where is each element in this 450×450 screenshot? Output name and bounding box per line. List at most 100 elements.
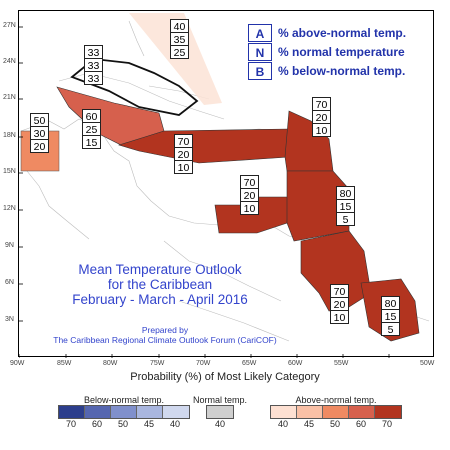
region-cuba bbox=[70, 58, 199, 116]
legend-above-label: Above-normal temp. bbox=[295, 395, 377, 405]
tick-below-70: 70 bbox=[65, 419, 76, 429]
prob-above: 80 bbox=[336, 186, 355, 200]
tick-above-50: 50 bbox=[329, 419, 340, 429]
prob-below: 33 bbox=[84, 71, 103, 85]
tick-above-45: 45 bbox=[303, 419, 314, 429]
prob-normal: 20 bbox=[240, 188, 259, 202]
lat-label-12n: 12N bbox=[3, 205, 16, 212]
prob-box-belize: 50 30 20 bbox=[30, 113, 49, 153]
prob-below: 10 bbox=[330, 310, 349, 324]
lat-label-6n: 6N bbox=[5, 279, 14, 286]
prob-normal: 30 bbox=[30, 126, 49, 140]
map-credit: Prepared by The Caribbean Regional Clima… bbox=[30, 325, 300, 345]
lon-label-50w: 50W bbox=[420, 360, 435, 367]
prob-box-bahamas-north: 40 35 25 bbox=[170, 19, 189, 59]
lon-label-65w: 65W bbox=[242, 360, 257, 367]
lon-label-55w: 55W bbox=[334, 360, 349, 367]
tick-below-60: 60 bbox=[91, 419, 102, 429]
axis-ticks bbox=[19, 26, 390, 358]
lon-label-90w: 90W bbox=[10, 360, 25, 367]
prob-below: 5 bbox=[381, 322, 400, 336]
prob-above: 70 bbox=[312, 97, 331, 111]
swatch-above-70 bbox=[375, 406, 401, 418]
prob-below: 10 bbox=[174, 160, 193, 174]
map-title: Mean Temperature Outlook for the Caribbe… bbox=[40, 262, 280, 307]
swatch-below-40 bbox=[163, 406, 189, 418]
prob-above: 60 bbox=[82, 109, 101, 123]
region-bahamas-north bbox=[129, 13, 222, 105]
lat-label-18n: 18N bbox=[3, 132, 16, 139]
prob-below: 15 bbox=[82, 135, 101, 149]
lat-label-27n: 27N bbox=[3, 22, 16, 29]
tick-normal-40: 40 bbox=[214, 419, 225, 429]
lon-label-75w: 75W bbox=[150, 360, 165, 367]
legend-above-normal: Above-normal temp. 40 45 50 60 70 bbox=[270, 395, 402, 429]
map-frame bbox=[18, 10, 434, 358]
key-letter-b: B bbox=[248, 62, 272, 80]
prob-above: 50 bbox=[30, 113, 49, 127]
legend-normal-label: Normal temp. bbox=[193, 395, 248, 405]
prob-normal: 20 bbox=[330, 297, 349, 311]
prob-below: 20 bbox=[30, 139, 49, 153]
prob-box-suriname-fg: 80 15 5 bbox=[381, 296, 400, 336]
prob-above: 40 bbox=[170, 19, 189, 33]
prob-below: 25 bbox=[170, 45, 189, 59]
prob-normal: 35 bbox=[170, 32, 189, 46]
prob-normal: 20 bbox=[312, 110, 331, 124]
region-guianas bbox=[300, 230, 372, 312]
lon-label-70w: 70W bbox=[196, 360, 211, 367]
key-row-above: A % above-normal temp. bbox=[248, 24, 406, 42]
swatch-above-45 bbox=[297, 406, 323, 418]
lon-label-80w: 80W bbox=[103, 360, 118, 367]
legend-normal-ticks: 40 bbox=[193, 419, 247, 429]
swatch-above-60 bbox=[349, 406, 375, 418]
caribbean-map bbox=[19, 13, 430, 358]
legend-above-swatches bbox=[270, 405, 402, 419]
prob-box-caribbean-sea: 70 20 10 bbox=[240, 175, 259, 215]
map-title-line1: Mean Temperature Outlook bbox=[78, 262, 242, 277]
prob-box-cuba: 33 33 33 bbox=[84, 45, 103, 85]
prob-above: 80 bbox=[381, 296, 400, 310]
tick-above-40: 40 bbox=[277, 419, 288, 429]
lat-label-24n: 24N bbox=[3, 58, 16, 65]
prob-above: 70 bbox=[240, 175, 259, 189]
lat-label-9n: 9N bbox=[5, 242, 14, 249]
lat-label-3n: 3N bbox=[5, 316, 14, 323]
swatch-below-60 bbox=[85, 406, 111, 418]
lat-label-21n: 21N bbox=[3, 94, 16, 101]
credit-line2: The Caribbean Regional Climate Outlook F… bbox=[53, 335, 277, 345]
key-text-above: % above-normal temp. bbox=[278, 26, 407, 40]
prob-box-jamaica-cayman: 60 25 15 bbox=[82, 109, 101, 149]
swatch-below-45 bbox=[137, 406, 163, 418]
prob-below: 10 bbox=[312, 123, 331, 137]
lon-label-60w: 60W bbox=[288, 360, 303, 367]
key-letter-a: A bbox=[248, 24, 272, 42]
prob-normal: 25 bbox=[82, 122, 101, 136]
prob-above: 70 bbox=[174, 134, 193, 148]
prob-normal: 15 bbox=[336, 199, 355, 213]
key-text-below: % below-normal temp. bbox=[278, 64, 406, 78]
prob-normal: 33 bbox=[84, 58, 103, 72]
key-letter-n: N bbox=[248, 43, 272, 61]
credit-line1: Prepared by bbox=[141, 325, 189, 335]
lat-label-15n: 15N bbox=[3, 168, 16, 175]
prob-box-windward-barbados: 80 15 5 bbox=[336, 186, 355, 226]
key-text-normal: % normal temperature bbox=[278, 45, 405, 59]
swatch-below-50 bbox=[111, 406, 137, 418]
tick-below-45: 45 bbox=[143, 419, 154, 429]
tick-above-60: 60 bbox=[355, 419, 366, 429]
prob-box-guianas: 70 20 10 bbox=[330, 284, 349, 324]
map-title-line3: February - March - April 2016 bbox=[72, 292, 248, 307]
key-row-below: B % below-normal temp. bbox=[248, 62, 405, 80]
prob-box-leeward-islands: 70 20 10 bbox=[312, 97, 331, 137]
swatch-normal-40 bbox=[207, 406, 233, 418]
tick-below-50: 50 bbox=[117, 419, 128, 429]
tick-below-40: 40 bbox=[169, 419, 180, 429]
legend-below-swatches bbox=[58, 405, 190, 419]
prob-box-greater-antilles: 70 20 10 bbox=[174, 134, 193, 174]
map-title-line2: for the Caribbean bbox=[107, 277, 213, 292]
legend-below-normal: Below-normal temp. 70 60 50 45 40 bbox=[58, 395, 190, 429]
key-row-normal: N % normal temperature bbox=[248, 43, 405, 61]
prob-above: 33 bbox=[84, 45, 103, 59]
